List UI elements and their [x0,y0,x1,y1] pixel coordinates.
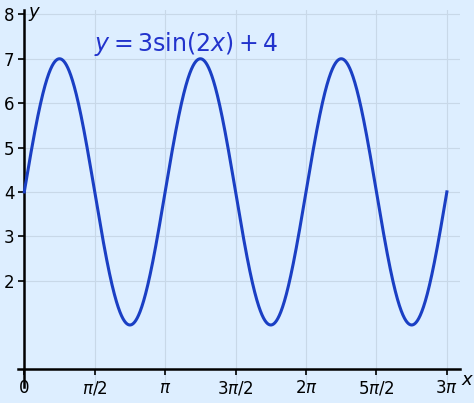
Text: $y = 3\sin(2x) + 4$: $y = 3\sin(2x) + 4$ [93,30,278,58]
Text: y: y [29,3,39,21]
Text: x: x [462,372,473,389]
